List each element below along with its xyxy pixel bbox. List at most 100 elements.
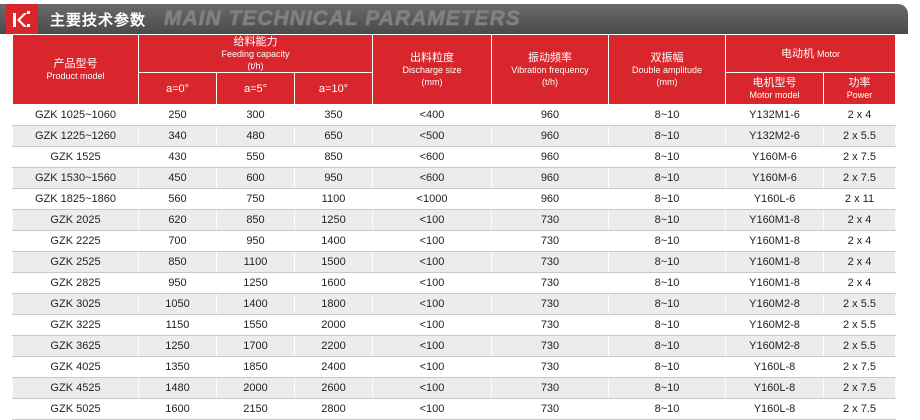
cell-power: 2 x 4	[822, 104, 897, 126]
cell-a5: 2150	[216, 398, 295, 420]
cell-motor: Y160L-6	[725, 188, 824, 210]
cell-vibration: 960	[491, 125, 609, 147]
cell-vibration: 960	[491, 167, 609, 189]
cell-power: 2 x 4	[822, 272, 897, 294]
cell-a10: 2800	[294, 398, 373, 420]
cell-a0: 1250	[138, 335, 217, 357]
cell-amplitude: 8~10	[608, 314, 726, 336]
cell-vibration: 730	[491, 335, 609, 357]
cell-a0: 1480	[138, 377, 217, 399]
cell-discharge: <100	[372, 398, 492, 420]
cell-model: GZK 2825	[12, 272, 139, 294]
header-feeding-capacity: 给料能力 Feeding capacity (t/h)	[138, 34, 373, 73]
cell-vibration: 730	[491, 356, 609, 378]
cell-a5: 1100	[216, 251, 295, 273]
cell-model: GZK 3225	[12, 314, 139, 336]
header-motor-model: 电机型号 Motor model	[725, 72, 824, 105]
cell-amplitude: 8~10	[608, 251, 726, 273]
cell-amplitude: 8~10	[608, 398, 726, 420]
cell-a10: 2600	[294, 377, 373, 399]
cell-amplitude: 8~10	[608, 167, 726, 189]
cell-a5: 1550	[216, 314, 295, 336]
cell-vibration: 730	[491, 230, 609, 252]
cell-motor: Y160M2-8	[725, 293, 824, 315]
cell-model: GZK 1525	[12, 146, 139, 168]
cell-amplitude: 8~10	[608, 230, 726, 252]
cell-vibration: 960	[491, 146, 609, 168]
cell-a0: 1600	[138, 398, 217, 420]
header-power: 功率 Power	[822, 72, 897, 105]
cell-model: GZK 3625	[12, 335, 139, 357]
cell-model: GZK 4025	[12, 356, 139, 378]
cell-model: GZK 1225~1260	[12, 125, 139, 147]
cell-amplitude: 8~10	[608, 356, 726, 378]
cell-a10: 350	[294, 104, 373, 126]
cell-discharge: <100	[372, 335, 492, 357]
cell-model: GZK 2225	[12, 230, 139, 252]
table-row: GZK 2525 850 1100 1500 <100 730 8~10 Y160M1-8 2 …	[12, 251, 897, 273]
cell-power: 2 x 4	[822, 230, 897, 252]
table-row: GZK 4025 1350 1850 2400 <100 730 8~10 Y160L-8 2 …	[12, 356, 897, 378]
cell-motor: Y160L-8	[725, 377, 824, 399]
cell-a5: 600	[216, 167, 295, 189]
cell-power: 2 x 5.5	[822, 314, 897, 336]
cell-amplitude: 8~10	[608, 125, 726, 147]
cell-a10: 650	[294, 125, 373, 147]
header-product-model: 产品型号 Product model	[12, 34, 139, 105]
cell-a10: 2000	[294, 314, 373, 336]
cell-a10: 850	[294, 146, 373, 168]
cell-a0: 340	[138, 125, 217, 147]
cell-model: GZK 2025	[12, 209, 139, 231]
cell-a0: 850	[138, 251, 217, 273]
cell-model: GZK 4525	[12, 377, 139, 399]
cell-a10: 950	[294, 167, 373, 189]
header-a5: a=5°	[216, 72, 295, 105]
cell-a10: 1800	[294, 293, 373, 315]
header-discharge-size: 出料粒度 Discharge size (mm)	[372, 34, 492, 105]
cell-model: GZK 1825~1860	[12, 188, 139, 210]
cell-a0: 1150	[138, 314, 217, 336]
cell-a0: 250	[138, 104, 217, 126]
cell-a0: 1050	[138, 293, 217, 315]
cell-amplitude: 8~10	[608, 335, 726, 357]
cell-discharge: <100	[372, 314, 492, 336]
cell-power: 2 x 4	[822, 251, 897, 273]
cell-power: 2 x 4	[822, 209, 897, 231]
table-row: GZK 1025~1060 250 300 350 <400 960 8~10 Y132M1-…	[12, 104, 897, 126]
cell-model: GZK 1530~1560	[12, 167, 139, 189]
cell-amplitude: 8~10	[608, 188, 726, 210]
cell-a0: 1350	[138, 356, 217, 378]
cell-discharge: <1000	[372, 188, 492, 210]
cell-discharge: <600	[372, 167, 492, 189]
header-vibration-frequency: 振动频率 Vibration frequency (t/h)	[491, 34, 609, 105]
cell-motor: Y160M1-8	[725, 251, 824, 273]
cell-a5: 480	[216, 125, 295, 147]
cell-vibration: 960	[491, 188, 609, 210]
cell-a5: 550	[216, 146, 295, 168]
cell-a10: 1600	[294, 272, 373, 294]
cell-a10: 1400	[294, 230, 373, 252]
cell-a5: 950	[216, 230, 295, 252]
parameters-table: 产品型号 Product model 给料能力 Feeding capacity…	[12, 34, 897, 420]
header-a0: a=0°	[138, 72, 217, 105]
cell-motor: Y160L-8	[725, 398, 824, 420]
table-row: GZK 3225 1150 1550 2000 <100 730 8~10 Y160M2-8 2…	[12, 314, 897, 336]
cell-discharge: <100	[372, 209, 492, 231]
cell-vibration: 730	[491, 209, 609, 231]
cell-discharge: <500	[372, 125, 492, 147]
table-row: GZK 2225 700 950 1400 <100 730 8~10 Y160M1-8 2 x…	[12, 230, 897, 252]
cell-a0: 700	[138, 230, 217, 252]
section-title-cn: 主要技术参数	[50, 11, 147, 29]
header-double-amplitude: 双振幅 Double amplitude (mm)	[608, 34, 726, 105]
cell-motor: Y132M2-6	[725, 125, 824, 147]
table-row: GZK 2825 950 1250 1600 <100 730 8~10 Y160M1-8 2 …	[12, 272, 897, 294]
cell-power: 2 x 5.5	[822, 335, 897, 357]
cell-a10: 1250	[294, 209, 373, 231]
table-row: GZK 1825~1860 560 750 1100 <1000 960 8~10 Y160L…	[12, 188, 897, 210]
cell-discharge: <100	[372, 272, 492, 294]
cell-vibration: 730	[491, 314, 609, 336]
cell-model: GZK 2525	[12, 251, 139, 273]
cell-discharge: <100	[372, 293, 492, 315]
cell-motor: Y160M2-8	[725, 335, 824, 357]
